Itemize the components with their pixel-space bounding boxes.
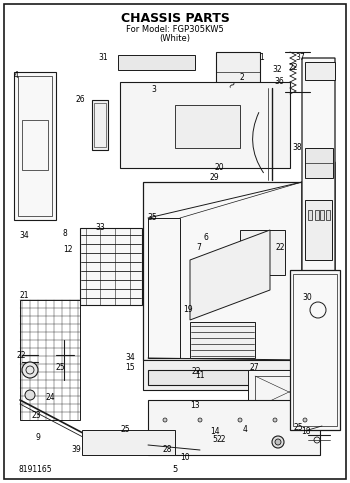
Bar	[22, 120, 48, 170]
Text: 38: 38	[292, 143, 302, 153]
Text: 37: 37	[295, 54, 305, 62]
Text: ~: ~	[226, 78, 240, 92]
Text: 10: 10	[180, 454, 190, 463]
Text: (White): (White)	[160, 33, 190, 43]
Text: 34: 34	[125, 354, 135, 363]
Bar	[308, 210, 312, 220]
Text: 7: 7	[197, 243, 202, 253]
Text: 13: 13	[190, 400, 200, 410]
Text: 34: 34	[19, 230, 29, 240]
Circle shape	[25, 390, 35, 400]
Polygon shape	[240, 230, 285, 275]
Circle shape	[238, 418, 242, 422]
Text: 3: 3	[152, 85, 156, 95]
Text: 33: 33	[95, 224, 105, 232]
Polygon shape	[14, 72, 56, 220]
Bar	[94, 103, 106, 147]
Text: CHASSIS PARTS: CHASSIS PARTS	[120, 12, 230, 25]
Text: 24: 24	[45, 394, 55, 402]
Text: 5: 5	[173, 466, 178, 474]
Text: 21: 21	[19, 290, 29, 299]
Text: 9: 9	[36, 434, 41, 442]
Polygon shape	[120, 82, 290, 168]
Circle shape	[163, 418, 167, 422]
Text: 31: 31	[98, 54, 108, 62]
Text: 8: 8	[63, 229, 68, 239]
Polygon shape	[175, 105, 240, 148]
Text: 14: 14	[210, 427, 220, 437]
Text: 8191165: 8191165	[18, 466, 52, 474]
Circle shape	[198, 418, 202, 422]
Circle shape	[22, 362, 38, 378]
Bar	[315, 210, 319, 220]
Text: 1: 1	[260, 53, 264, 61]
Text: 4: 4	[243, 426, 247, 435]
Polygon shape	[248, 370, 330, 415]
Polygon shape	[143, 360, 302, 390]
Polygon shape	[290, 270, 340, 430]
Text: 29: 29	[209, 173, 219, 183]
Polygon shape	[190, 230, 270, 320]
Text: 28: 28	[162, 445, 172, 455]
Polygon shape	[305, 62, 335, 80]
Text: 11: 11	[195, 370, 205, 380]
Text: 22: 22	[216, 436, 226, 444]
Polygon shape	[82, 430, 175, 455]
Text: 4: 4	[14, 71, 19, 80]
Text: 12: 12	[63, 245, 73, 255]
Text: 22: 22	[275, 243, 285, 253]
Text: 25: 25	[55, 364, 65, 372]
Text: 15: 15	[125, 363, 135, 371]
Text: 32: 32	[272, 66, 282, 74]
Circle shape	[275, 439, 281, 445]
Bar	[326, 210, 330, 220]
Text: 20: 20	[214, 164, 224, 172]
Text: 2: 2	[240, 73, 244, 83]
Polygon shape	[92, 100, 108, 150]
Text: 18: 18	[301, 427, 311, 437]
Text: 26: 26	[75, 96, 85, 104]
Polygon shape	[305, 200, 332, 260]
Text: 35: 35	[147, 213, 157, 223]
Text: 22: 22	[288, 63, 298, 72]
Polygon shape	[302, 58, 335, 340]
Text: 19: 19	[183, 306, 193, 314]
Polygon shape	[302, 340, 335, 390]
Circle shape	[273, 418, 277, 422]
Text: 23: 23	[31, 411, 41, 420]
Bar	[320, 210, 324, 220]
Text: 25: 25	[120, 426, 130, 435]
Polygon shape	[148, 400, 320, 455]
Text: 30: 30	[302, 294, 312, 302]
Text: 39: 39	[71, 445, 81, 455]
Text: 5: 5	[212, 436, 217, 444]
Polygon shape	[80, 228, 142, 305]
Polygon shape	[148, 370, 290, 385]
Polygon shape	[302, 162, 335, 360]
Polygon shape	[143, 182, 302, 360]
Text: 25: 25	[293, 424, 303, 432]
Polygon shape	[190, 322, 255, 358]
Circle shape	[303, 418, 307, 422]
Polygon shape	[216, 52, 260, 92]
Polygon shape	[305, 355, 325, 370]
Polygon shape	[118, 55, 195, 70]
Text: For Model: FGP305KW5: For Model: FGP305KW5	[126, 25, 224, 33]
Text: 36: 36	[274, 77, 284, 86]
Text: 22: 22	[16, 351, 26, 359]
Text: 22: 22	[191, 368, 201, 377]
Polygon shape	[305, 148, 333, 178]
Text: 6: 6	[204, 233, 209, 242]
Text: 27: 27	[249, 364, 259, 372]
Circle shape	[272, 436, 284, 448]
